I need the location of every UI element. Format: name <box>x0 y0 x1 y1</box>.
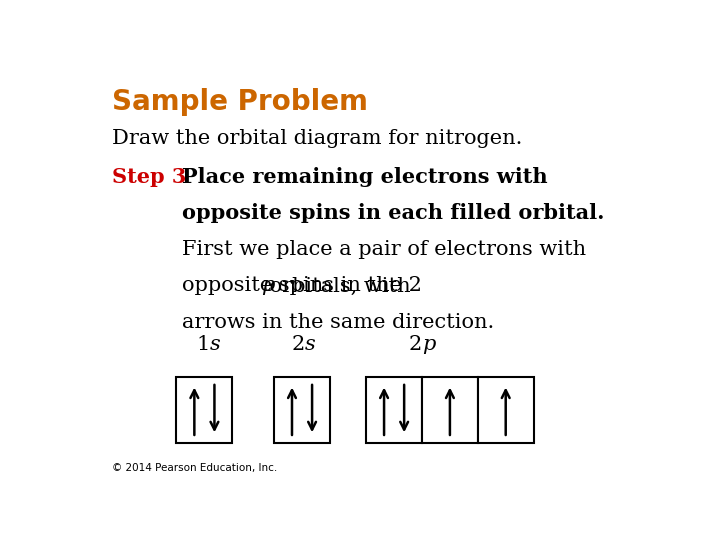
Bar <box>422 377 478 443</box>
Text: opposite spins in each filled orbital.: opposite spins in each filled orbital. <box>182 203 605 223</box>
Text: © 2014 Pearson Education, Inc.: © 2014 Pearson Education, Inc. <box>112 463 278 473</box>
Text: Draw the orbital diagram for nitrogen.: Draw the orbital diagram for nitrogen. <box>112 129 523 149</box>
Text: arrows in the same direction.: arrows in the same direction. <box>182 313 495 332</box>
Bar <box>274 377 330 443</box>
Bar <box>366 377 422 443</box>
Text: 2: 2 <box>292 335 305 354</box>
Text: p: p <box>261 276 274 295</box>
Text: First we place a pair of electrons with: First we place a pair of electrons with <box>182 240 586 259</box>
Text: Step 3: Step 3 <box>112 167 186 187</box>
Text: p: p <box>422 335 436 354</box>
Text: 2: 2 <box>409 335 422 354</box>
Text: orbitals, with: orbitals, with <box>264 276 411 295</box>
Text: 1: 1 <box>197 335 210 354</box>
Text: Sample Problem: Sample Problem <box>112 87 369 116</box>
Text: s: s <box>210 335 221 354</box>
Text: s: s <box>305 335 315 354</box>
Bar <box>478 377 534 443</box>
Text: opposite spins in the 2: opposite spins in the 2 <box>182 276 422 295</box>
Text: Place remaining electrons with: Place remaining electrons with <box>182 167 548 187</box>
Bar <box>176 377 233 443</box>
